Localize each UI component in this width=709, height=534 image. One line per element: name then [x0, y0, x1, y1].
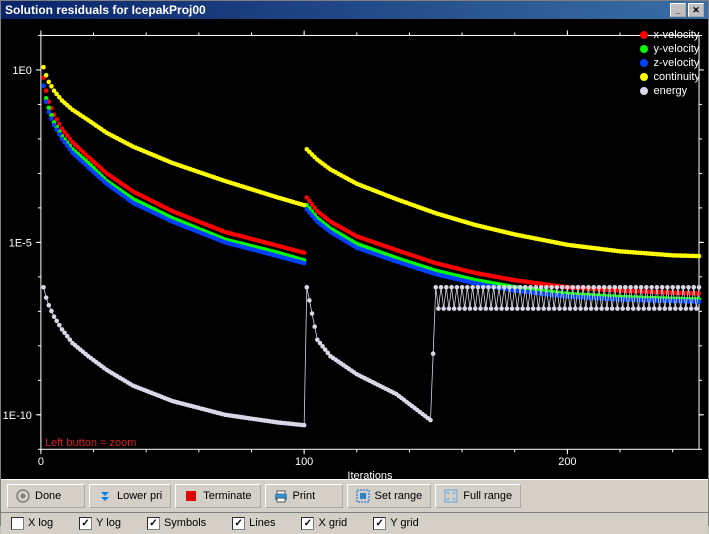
legend-marker-icon [640, 87, 648, 95]
svg-text:Iterations: Iterations [347, 470, 393, 479]
window-frame: Solution residuals for IcepakProj00 _ ✕ … [0, 0, 709, 526]
xlog-checkbox[interactable] [11, 517, 24, 530]
terminate-button[interactable]: Terminate [175, 484, 260, 508]
lower-pri-button[interactable]: Lower pri [89, 484, 171, 508]
svg-text:0: 0 [38, 456, 44, 468]
ygrid-checkbox-item[interactable]: Y grid [373, 517, 419, 530]
xgrid-checkbox[interactable] [301, 517, 314, 530]
legend-label: energy [654, 85, 688, 97]
ylog-checkbox[interactable] [79, 517, 92, 530]
chart-area[interactable]: 1E0 1E-5 1E-10 0 100 200 Iterations x-velocity… [1, 19, 708, 479]
ylog-label: Y log [96, 517, 121, 529]
checkbox-toolbar: X log Y log Symbols Lines X grid Y grid [1, 512, 708, 534]
legend-marker-icon [640, 31, 648, 39]
print-label: Print [293, 490, 316, 502]
legend-label: z-velocity [654, 57, 700, 69]
svg-text:100: 100 [295, 456, 313, 468]
lines-checkbox[interactable] [232, 517, 245, 530]
minimize-button[interactable]: _ [670, 3, 686, 17]
symbols-checkbox-item[interactable]: Symbols [147, 517, 206, 530]
terminate-label: Terminate [203, 490, 251, 502]
ylog-checkbox-item[interactable]: Y log [79, 517, 121, 530]
done-icon [16, 489, 30, 503]
legend-item-y-velocity: y-velocity [640, 43, 700, 55]
lower-pri-icon [98, 489, 112, 503]
legend: x-velocity y-velocity z-velocity continuity… [640, 29, 700, 99]
set-range-label: Set range [375, 490, 423, 502]
svg-text:1E-10: 1E-10 [3, 410, 32, 422]
svg-text:200: 200 [558, 456, 576, 468]
xlog-checkbox-item[interactable]: X log [11, 517, 53, 530]
xgrid-checkbox-item[interactable]: X grid [301, 517, 347, 530]
titlebar: Solution residuals for IcepakProj00 _ ✕ [1, 1, 708, 19]
svg-text:1E-5: 1E-5 [9, 237, 32, 249]
print-icon [274, 489, 288, 503]
legend-marker-icon [640, 59, 648, 67]
symbols-checkbox[interactable] [147, 517, 160, 530]
lines-checkbox-item[interactable]: Lines [232, 517, 275, 530]
button-toolbar: Done Lower pri Terminate Print Set range… [1, 479, 708, 512]
legend-item-z-velocity: z-velocity [640, 57, 700, 69]
lines-label: Lines [249, 517, 275, 529]
xlog-label: X log [28, 517, 53, 529]
full-range-icon [444, 489, 458, 503]
terminate-icon [184, 489, 198, 503]
done-button[interactable]: Done [7, 484, 85, 508]
zoom-hint: Left button = zoom [45, 437, 136, 449]
close-button[interactable]: ✕ [688, 3, 704, 17]
window-controls: _ ✕ [670, 3, 704, 17]
residuals-chart[interactable]: 1E0 1E-5 1E-10 0 100 200 Iterations [1, 19, 708, 479]
ygrid-label: Y grid [390, 517, 419, 529]
xgrid-label: X grid [318, 517, 347, 529]
ygrid-checkbox[interactable] [373, 517, 386, 530]
done-label: Done [35, 490, 61, 502]
legend-item-energy: energy [640, 85, 700, 97]
window-title: Solution residuals for IcepakProj00 [5, 3, 206, 17]
legend-label: x-velocity [654, 29, 700, 41]
svg-text:1E0: 1E0 [12, 65, 32, 77]
legend-item-continuity: continuity [640, 71, 700, 83]
full-range-label: Full range [463, 490, 512, 502]
legend-label: continuity [654, 71, 700, 83]
legend-marker-icon [640, 45, 648, 53]
legend-marker-icon [640, 73, 648, 81]
symbols-label: Symbols [164, 517, 206, 529]
legend-item-x-velocity: x-velocity [640, 29, 700, 41]
set-range-button[interactable]: Set range [347, 484, 432, 508]
full-range-button[interactable]: Full range [435, 484, 521, 508]
print-button[interactable]: Print [265, 484, 343, 508]
legend-label: y-velocity [654, 43, 700, 55]
set-range-icon [356, 489, 370, 503]
lower-pri-label: Lower pri [117, 490, 162, 502]
